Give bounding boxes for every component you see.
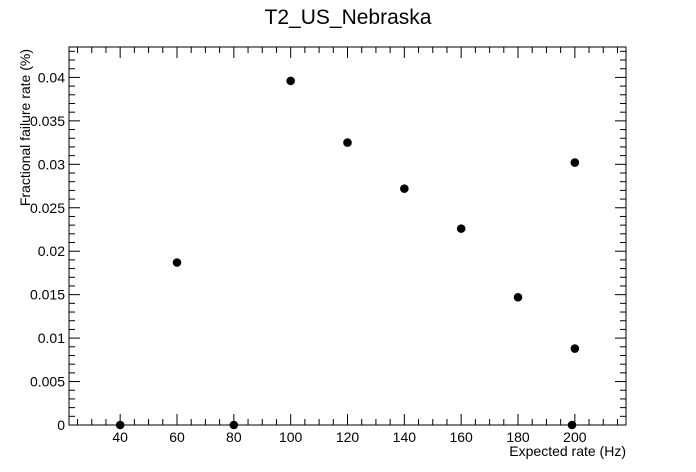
data-point bbox=[400, 184, 409, 193]
y-tick-label: 0.005 bbox=[30, 374, 65, 390]
data-point bbox=[570, 158, 580, 167]
data-point bbox=[343, 138, 352, 147]
x-tick-label: 140 bbox=[393, 429, 417, 445]
y-tick-label: 0.04 bbox=[38, 69, 65, 85]
y-axis-label: Fractional failure rate (%) bbox=[17, 49, 33, 206]
x-tick-label: 180 bbox=[506, 429, 530, 445]
x-tick-label: 160 bbox=[449, 429, 473, 445]
data-point bbox=[570, 344, 580, 353]
y-tick-label: 0.01 bbox=[38, 330, 65, 346]
data-points bbox=[115, 76, 580, 430]
x-tick-label: 80 bbox=[226, 429, 242, 445]
x-tick-label: 40 bbox=[112, 429, 128, 445]
data-point bbox=[567, 420, 577, 430]
y-tick-label: 0.015 bbox=[30, 287, 65, 303]
chart-title: T2_US_Nebraska bbox=[265, 6, 432, 29]
data-point bbox=[115, 420, 125, 430]
y-tick-label: 0 bbox=[57, 417, 65, 433]
data-point bbox=[172, 258, 182, 267]
plot-frame bbox=[68, 46, 627, 426]
x-tick-labels: 40 60 80 100 120 140 160 180 200 bbox=[112, 429, 586, 445]
x-tick-label: 60 bbox=[169, 429, 185, 445]
data-point bbox=[286, 76, 295, 86]
y-tick-label: 0.02 bbox=[38, 243, 65, 259]
y-tick-label: 0.025 bbox=[30, 200, 65, 216]
x-tick-label: 120 bbox=[336, 429, 360, 445]
y-tick-label: 0.035 bbox=[30, 113, 65, 129]
axis-ticks bbox=[69, 47, 626, 426]
data-point bbox=[513, 292, 523, 302]
data-point bbox=[456, 224, 466, 233]
x-axis-label: Expected rate (Hz) bbox=[509, 443, 626, 459]
y-tick-label: 0.03 bbox=[38, 156, 65, 172]
x-tick-label: 200 bbox=[563, 429, 587, 445]
x-tick-label: 100 bbox=[279, 429, 303, 445]
y-tick-labels: 0 0.005 0.01 0.015 0.02 0.025 0.03 0.035 0.04 bbox=[30, 69, 65, 433]
data-point bbox=[229, 420, 239, 430]
